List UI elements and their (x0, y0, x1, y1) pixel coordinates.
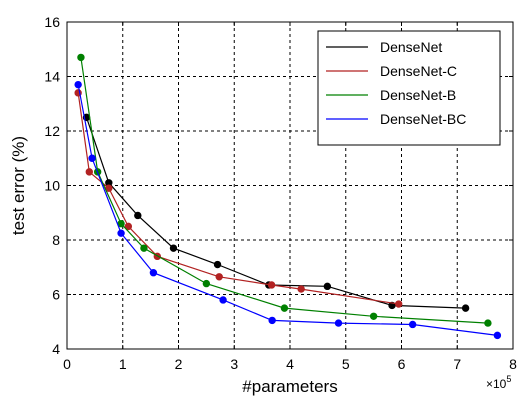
data-point (484, 319, 492, 327)
data-point (268, 316, 276, 325)
legend-item: DenseNet (326, 39, 442, 55)
data-point (140, 244, 148, 252)
data-point (74, 80, 82, 89)
y-tick-label: 16 (44, 14, 60, 30)
series-densenet-bc (74, 80, 502, 340)
data-point (267, 281, 276, 289)
x-tick-label: 8 (509, 356, 517, 372)
x-multiplier-base: ×10 (486, 377, 507, 391)
legend-box (317, 30, 501, 146)
legend-label: DenseNet-C (380, 63, 457, 79)
y-tick-label: 8 (52, 232, 60, 248)
data-point (369, 312, 378, 320)
y-tick-label: 14 (44, 69, 60, 85)
data-point (117, 229, 125, 237)
data-point (334, 319, 343, 327)
x-tick-label: 6 (398, 356, 406, 372)
legend-item: DenseNet-B (326, 87, 456, 103)
x-tick-label: 0 (63, 356, 71, 372)
y-tick-label: 10 (44, 178, 60, 194)
legend-label: DenseNet (380, 39, 442, 55)
data-point (323, 282, 332, 291)
legend: DenseNet DenseNet-C DenseNet-B DenseNet-BC (317, 30, 501, 146)
y-tick-label: 4 (52, 341, 60, 357)
data-point (219, 296, 227, 304)
data-point (202, 279, 211, 288)
data-point (408, 320, 417, 329)
x-tick-label: 2 (175, 356, 183, 372)
x-tick-label: 7 (453, 356, 461, 372)
legend-label: DenseNet-B (380, 87, 456, 103)
legend-item: DenseNet-C (326, 63, 457, 79)
x-axis-title: #parameters (242, 377, 337, 396)
x-tick-label: 4 (286, 356, 294, 372)
series-line (80, 57, 488, 324)
data-point (149, 269, 158, 277)
series-densenet-b (77, 53, 492, 327)
data-point (213, 260, 222, 269)
x-multiplier-exponent: 5 (506, 374, 511, 384)
data-point (280, 304, 289, 312)
series-line (85, 117, 466, 309)
data-point (124, 222, 133, 231)
data-point (461, 304, 470, 312)
series-layer (74, 53, 502, 340)
data-point (215, 273, 223, 281)
data-point (493, 331, 502, 340)
x-tick-label: 3 (230, 356, 238, 372)
data-point (77, 53, 85, 62)
legend-label: DenseNet-BC (380, 111, 466, 127)
data-point (395, 300, 403, 308)
legend-item: DenseNet-BC (326, 111, 466, 127)
y-axis-title: test error (%) (9, 136, 28, 235)
y-tick-label: 6 (52, 287, 60, 303)
y-tick-label: 12 (44, 123, 60, 139)
data-point (85, 168, 94, 176)
x-axis-multiplier: ×105 (486, 374, 511, 391)
data-point (169, 244, 178, 252)
data-point (88, 154, 96, 162)
x-tick-label: 1 (119, 356, 127, 372)
data-point (297, 285, 305, 293)
data-point (134, 211, 142, 220)
x-tick-label: 5 (342, 356, 350, 372)
